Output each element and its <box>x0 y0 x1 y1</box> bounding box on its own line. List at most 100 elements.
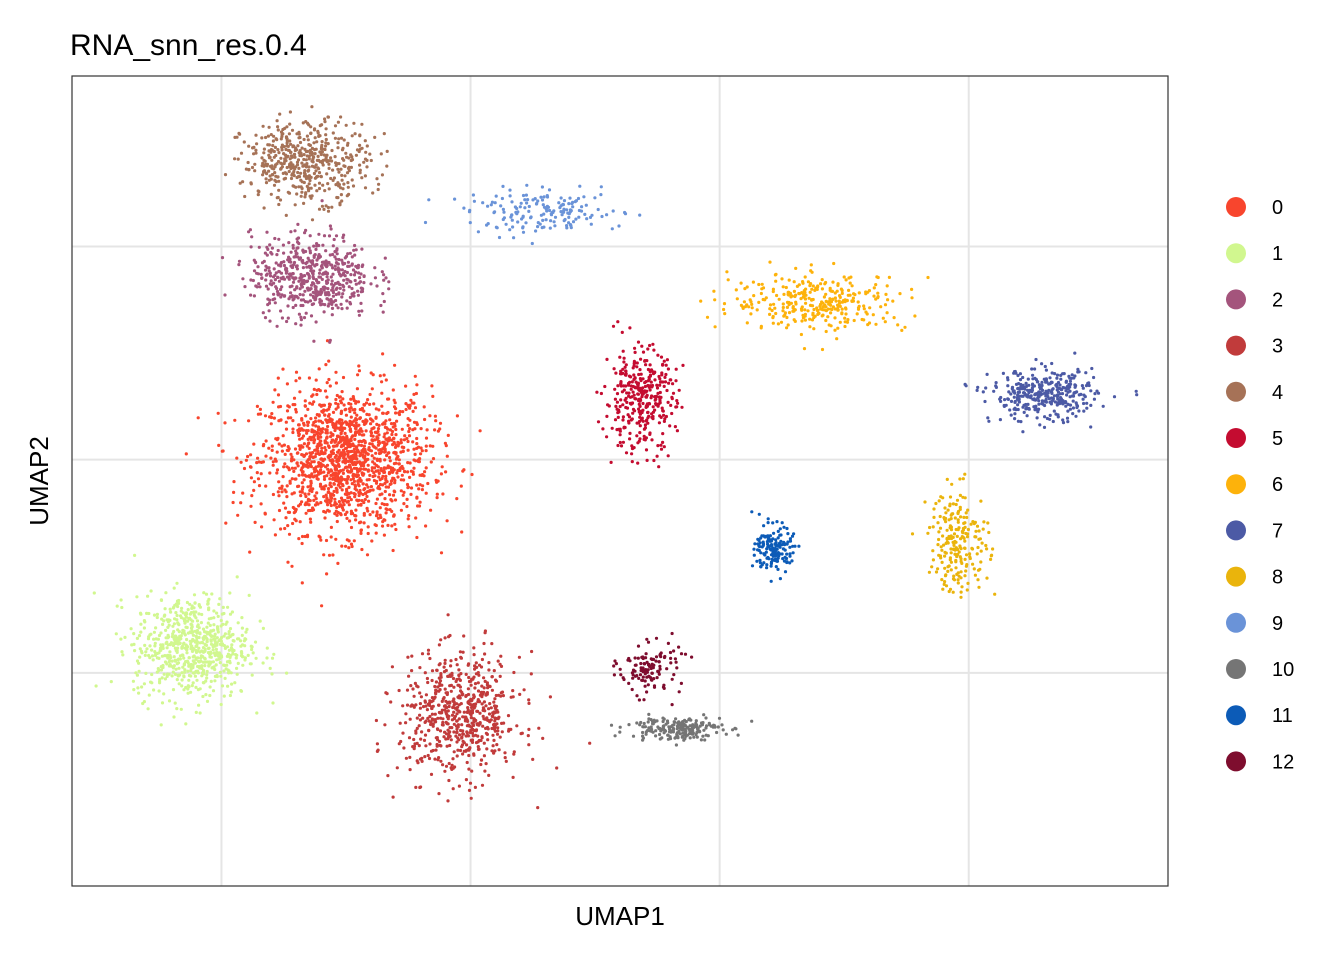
data-point <box>304 249 308 254</box>
data-point <box>165 674 169 679</box>
data-point <box>324 493 328 497</box>
data-point <box>294 379 298 383</box>
data-point <box>314 169 318 173</box>
data-point <box>309 484 313 488</box>
data-point <box>324 499 328 503</box>
data-point <box>282 251 286 255</box>
data-point <box>279 137 283 141</box>
data-point <box>303 399 307 403</box>
data-point <box>361 461 365 465</box>
data-point <box>810 287 814 291</box>
data-point <box>270 412 274 416</box>
data-point <box>274 174 278 178</box>
data-point <box>354 452 358 456</box>
data-point <box>357 313 361 317</box>
data-point <box>657 374 661 379</box>
data-point <box>419 427 423 431</box>
data-point <box>401 493 405 497</box>
data-point <box>1089 389 1093 393</box>
data-point <box>486 727 490 731</box>
data-point <box>405 482 410 487</box>
data-point <box>666 367 671 371</box>
data-point <box>143 653 147 658</box>
data-point <box>287 405 291 409</box>
data-point <box>311 272 315 276</box>
data-point <box>331 472 335 476</box>
data-point <box>223 646 227 651</box>
data-point <box>1077 409 1081 413</box>
data-point <box>482 754 486 758</box>
data-point <box>201 627 206 631</box>
data-point <box>383 450 387 454</box>
data-point <box>255 271 259 275</box>
data-point <box>383 497 387 501</box>
data-point <box>329 435 333 439</box>
data-point <box>390 432 394 437</box>
data-point <box>810 270 814 274</box>
data-point <box>806 309 810 313</box>
data-point <box>246 454 250 459</box>
data-point <box>330 313 334 317</box>
data-point <box>304 463 308 467</box>
data-point <box>739 281 743 285</box>
data-point <box>272 134 276 138</box>
data-point <box>183 670 187 674</box>
data-point <box>910 287 914 291</box>
data-point <box>402 490 406 494</box>
data-point <box>300 285 304 289</box>
data-point <box>173 672 177 677</box>
data-point <box>255 461 259 465</box>
data-point <box>194 650 199 655</box>
data-point <box>380 524 385 528</box>
data-point <box>254 133 258 137</box>
data-point <box>1052 409 1056 413</box>
data-point <box>353 253 357 257</box>
data-point <box>443 636 447 640</box>
data-point <box>363 157 368 161</box>
data-point <box>423 755 427 759</box>
data-point <box>412 705 416 709</box>
data-point <box>139 622 143 626</box>
data-point <box>327 553 332 557</box>
data-point <box>267 156 272 160</box>
data-point <box>197 635 201 640</box>
data-point <box>375 422 379 426</box>
data-point <box>270 656 275 660</box>
data-point <box>641 350 646 354</box>
data-point <box>277 405 281 409</box>
data-point <box>457 738 461 742</box>
data-point <box>235 575 239 579</box>
data-point <box>348 519 352 523</box>
data-point <box>1040 383 1044 388</box>
data-point <box>149 589 153 593</box>
data-point <box>488 702 492 706</box>
data-point <box>381 292 385 296</box>
data-point <box>310 105 314 109</box>
data-point <box>262 151 266 155</box>
data-point <box>1045 392 1049 396</box>
data-point <box>348 295 352 299</box>
data-point <box>380 173 384 177</box>
data-point <box>280 285 284 289</box>
data-point <box>280 165 284 169</box>
data-point <box>627 383 631 387</box>
data-point <box>160 676 164 680</box>
data-point <box>190 625 194 629</box>
data-point <box>431 444 435 448</box>
data-point <box>812 327 816 331</box>
data-point <box>363 139 367 143</box>
data-point <box>339 496 344 500</box>
data-point <box>317 253 321 257</box>
data-point <box>768 303 773 307</box>
data-point <box>260 136 264 140</box>
data-point <box>537 726 541 730</box>
data-point <box>280 444 284 448</box>
data-point <box>645 458 649 462</box>
data-point <box>405 703 410 707</box>
data-point <box>343 431 347 435</box>
data-point <box>475 722 479 726</box>
data-point <box>179 637 183 641</box>
data-point <box>349 415 353 419</box>
data-point <box>1064 379 1068 383</box>
data-point <box>414 703 418 707</box>
